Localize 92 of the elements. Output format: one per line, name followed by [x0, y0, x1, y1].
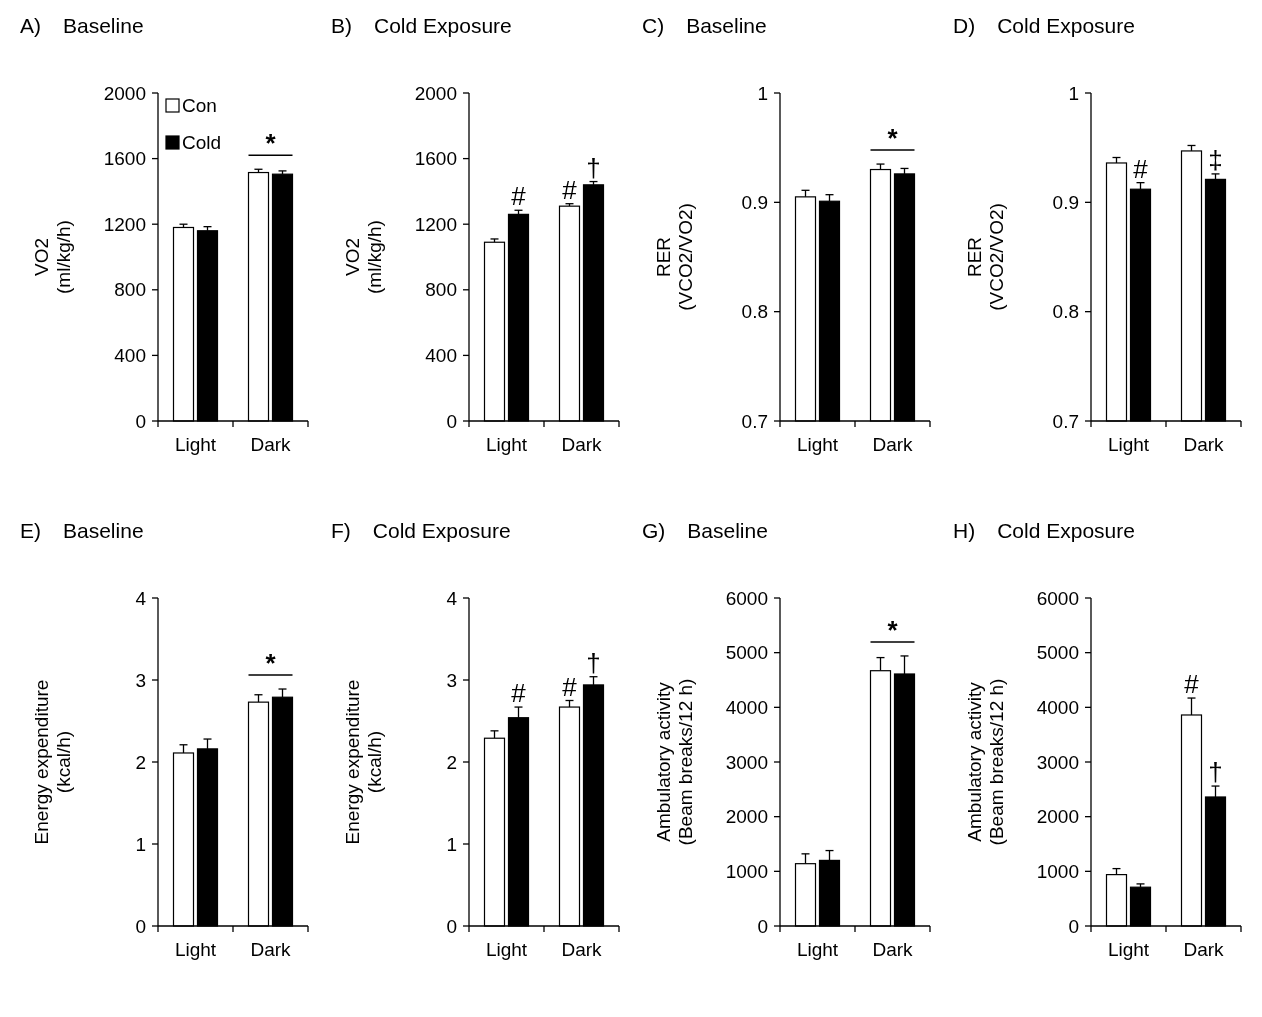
y-tick-label: 0.7 — [1052, 410, 1079, 432]
x-tick-label: Dark — [1183, 939, 1225, 960]
y-tick-label: 2 — [135, 751, 146, 773]
y-tick-label: 1 — [757, 82, 768, 104]
chart-title: C) Baseline — [642, 14, 767, 37]
y-tick-label: 800 — [114, 279, 146, 301]
annotation: # — [511, 678, 527, 709]
y-tick-label: 800 — [425, 279, 457, 301]
y-tick-label: 4000 — [725, 696, 768, 718]
y-axis-title: Ambulatory activity (Beam breaks/12 h) — [653, 678, 696, 846]
y-tick-label: 0.8 — [1052, 301, 1079, 323]
y-tick-label: 2000 — [725, 806, 768, 828]
y-tick-label: 0.8 — [741, 301, 768, 323]
y-tick-label: 400 — [425, 345, 457, 367]
y-tick-label: 2000 — [414, 82, 457, 104]
y-tick-label: 1000 — [725, 860, 768, 882]
y-tick-label: 3000 — [1036, 751, 1079, 773]
y-axis-title: Energy expenditure (kcal/h) — [342, 679, 385, 845]
y-tick-label: 3 — [446, 669, 457, 691]
y-tick-label: 0 — [446, 915, 457, 937]
y-tick-label: 2 — [446, 751, 457, 773]
chart-title: D) Cold Exposure — [953, 14, 1135, 37]
y-tick-label: 1 — [446, 833, 457, 855]
annotation: # — [562, 174, 578, 205]
y-tick-label: 4000 — [1036, 696, 1079, 718]
y-axis-title: Ambulatory activity (Beam breaks/12 h) — [964, 678, 1007, 846]
x-tick-label: Light — [174, 434, 217, 455]
annotation: # — [1133, 153, 1149, 184]
annotation: * — [265, 648, 277, 679]
y-tick-label: 1000 — [1036, 860, 1079, 882]
annotation: # — [511, 181, 527, 212]
x-tick-label: Dark — [872, 939, 914, 960]
y-tick-label: 1200 — [103, 213, 146, 235]
chart-title: F) Cold Exposure — [331, 519, 511, 542]
y-tick-label: 0 — [446, 410, 457, 432]
y-tick-label: 5000 — [1036, 642, 1079, 664]
annotation: † — [1208, 757, 1223, 788]
y-tick-label: 0 — [135, 915, 146, 937]
annotation: * — [887, 614, 899, 645]
y-axis-title: RER (VCO2/VO2) — [964, 203, 1007, 311]
chart-title: G) Baseline — [642, 519, 768, 542]
y-tick-label: 0.9 — [741, 191, 768, 213]
x-tick-label: Light — [485, 434, 528, 455]
annotation: * — [887, 123, 899, 154]
y-tick-label: 400 — [114, 345, 146, 367]
y-tick-label: 2000 — [1036, 806, 1079, 828]
annotation: ‡ — [1208, 144, 1223, 175]
y-tick-label: 3000 — [725, 751, 768, 773]
legend-label: Cold — [182, 132, 222, 153]
y-axis-title: RER (VCO2/VO2) — [653, 203, 696, 311]
y-tick-label: 0 — [135, 410, 146, 432]
y-tick-label: 6000 — [725, 587, 768, 609]
annotation: # — [562, 671, 578, 702]
legend-label: Con — [182, 95, 217, 116]
y-axis-title: VO2 (ml/kg/h) — [342, 220, 385, 294]
y-tick-label: 0.9 — [1052, 191, 1079, 213]
chart-title: E) Baseline — [20, 519, 144, 542]
y-tick-label: 4 — [446, 587, 458, 609]
x-tick-label: Light — [1107, 434, 1150, 455]
x-tick-label: Dark — [872, 434, 914, 455]
x-tick-label: Light — [796, 939, 839, 960]
chart-title: B) Cold Exposure — [331, 14, 512, 37]
x-tick-label: Light — [796, 434, 839, 455]
y-tick-label: 1600 — [103, 148, 146, 170]
y-tick-label: 5000 — [725, 642, 768, 664]
y-tick-label: 0 — [757, 915, 768, 937]
y-tick-label: 1200 — [414, 213, 457, 235]
annotation: # — [1184, 669, 1200, 700]
annotation: † — [586, 647, 601, 678]
x-tick-label: Light — [485, 939, 528, 960]
x-tick-label: Dark — [1183, 434, 1225, 455]
y-tick-label: 3 — [135, 669, 146, 691]
x-tick-label: Light — [174, 939, 217, 960]
y-tick-label: 1600 — [414, 148, 457, 170]
y-tick-label: 1 — [1068, 82, 1079, 104]
y-axis-title: Energy expenditure (kcal/h) — [31, 679, 74, 845]
y-tick-label: 4 — [135, 587, 147, 609]
x-tick-label: Light — [1107, 939, 1150, 960]
annotation: † — [586, 152, 601, 183]
chart-title: H) Cold Exposure — [953, 519, 1135, 542]
x-tick-label: Dark — [250, 939, 292, 960]
y-tick-label: 6000 — [1036, 587, 1079, 609]
y-tick-label: 2000 — [103, 82, 146, 104]
x-tick-label: Dark — [561, 939, 603, 960]
y-tick-label: 0 — [1068, 915, 1079, 937]
y-tick-label: 1 — [135, 833, 146, 855]
y-axis-title: VO2 (ml/kg/h) — [31, 220, 74, 294]
y-tick-label: 0.7 — [741, 410, 768, 432]
annotation: * — [265, 128, 277, 159]
x-tick-label: Dark — [561, 434, 603, 455]
chart-title: A) Baseline — [20, 14, 144, 37]
x-tick-label: Dark — [250, 434, 292, 455]
